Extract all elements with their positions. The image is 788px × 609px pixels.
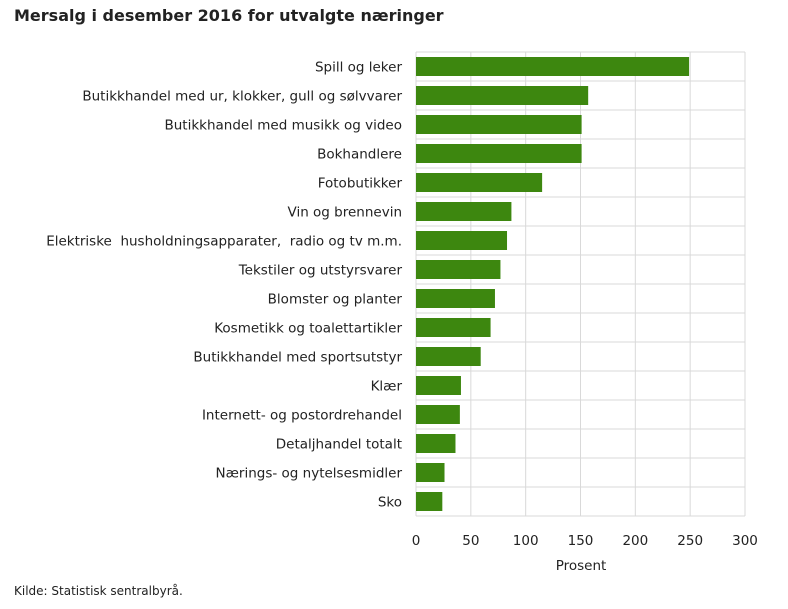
x-tick-label: 250 [677, 533, 703, 549]
x-tick-label: 100 [513, 533, 539, 549]
category-label: Butikkhandel med ur, klokker, gull og sø… [82, 89, 402, 105]
category-label: Kosmetikk og toalettartikler [214, 321, 402, 337]
bar [416, 57, 690, 76]
x-tick-label: 0 [412, 533, 421, 549]
bar [416, 463, 445, 482]
x-axis-title: Prosent [556, 558, 607, 574]
bar [416, 231, 508, 250]
x-axis-ticks: 0 50 100 150 200 250 300 [412, 533, 758, 549]
bar [416, 144, 582, 163]
bar [416, 173, 543, 192]
category-label: Bokhandlere [317, 147, 402, 163]
bar [416, 405, 460, 424]
bar [416, 376, 461, 395]
bar [416, 289, 495, 308]
category-label: Butikkhandel med musikk og video [164, 118, 402, 134]
category-label: Sko [378, 495, 402, 511]
category-label: Fotobutikker [318, 176, 403, 192]
category-label: Detaljhandel totalt [276, 437, 402, 453]
category-label: Spill og leker [315, 60, 403, 76]
category-label: Elektriske husholdningsapparater, radio … [46, 234, 402, 250]
category-label: Vin og brennevin [288, 205, 403, 221]
x-tick-label: 200 [622, 533, 648, 549]
x-tick-label: 50 [462, 533, 479, 549]
chart-title: Mersalg i desember 2016 for utvalgte nær… [14, 6, 444, 25]
bar [416, 115, 582, 134]
category-label: Butikkhandel med sportsutstyr [193, 350, 402, 366]
x-tick-label: 300 [732, 533, 758, 549]
bar [416, 434, 456, 453]
category-label: Internett- og postordrehandel [202, 408, 402, 424]
bar [416, 492, 443, 511]
category-label: Nærings- og nytelsesmidler [216, 466, 403, 482]
source-note: Kilde: Statistisk sentralbyrå. [14, 584, 183, 598]
category-label: Tekstiler og utstyrsvarer [238, 263, 403, 279]
category-labels: Spill og leker Butikkhandel med ur, klokk… [46, 60, 402, 511]
category-label: Klær [371, 379, 403, 395]
bars [416, 57, 690, 511]
bar [416, 202, 512, 221]
bar [416, 86, 589, 105]
category-label: Blomster og planter [268, 292, 403, 308]
bar [416, 260, 501, 279]
x-tick-label: 150 [568, 533, 594, 549]
grid-lines [415, 51, 746, 517]
bar [416, 318, 491, 337]
bar [416, 347, 481, 366]
